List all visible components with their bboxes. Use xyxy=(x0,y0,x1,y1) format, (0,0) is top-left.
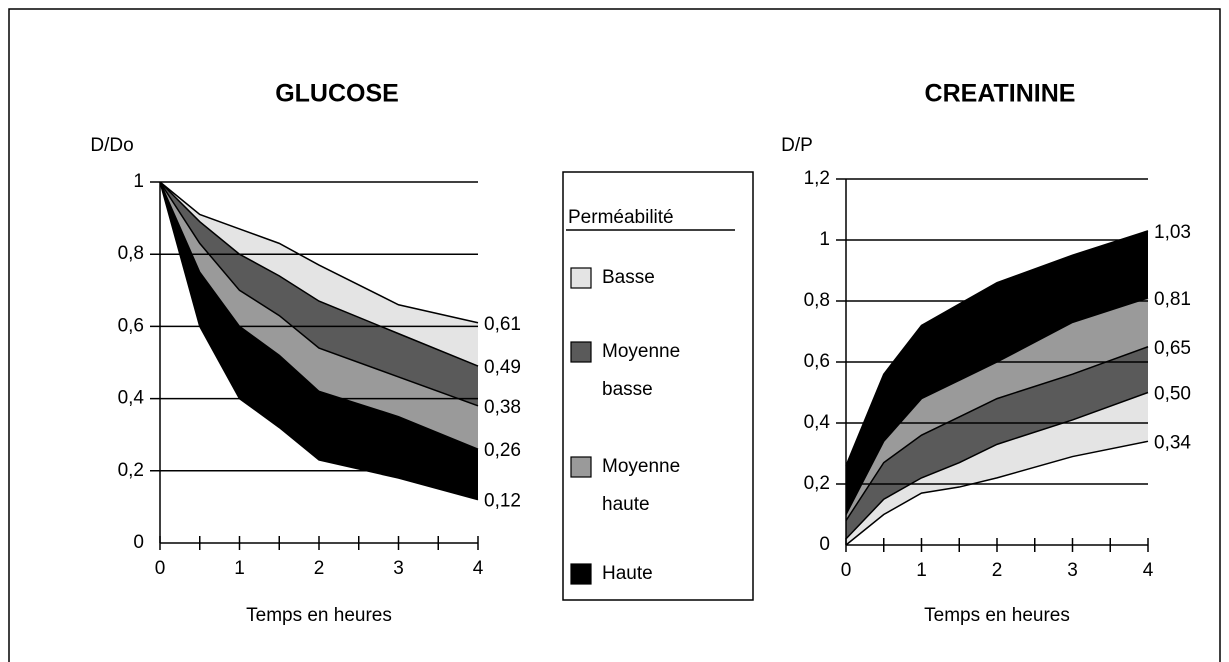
frame xyxy=(8,8,1221,662)
legend-label: Basse xyxy=(602,267,655,288)
band xyxy=(160,182,478,500)
end-value-label: 0,65 xyxy=(1154,338,1191,359)
curve xyxy=(845,230,1149,466)
legend-label: haute xyxy=(602,494,650,515)
curve xyxy=(159,181,479,324)
band xyxy=(846,392,1148,545)
x-tick-label: 3 xyxy=(1067,560,1078,581)
y-tick-label: 0,2 xyxy=(118,460,144,481)
y-tick-label: 0,6 xyxy=(804,351,830,372)
curve xyxy=(845,346,1149,522)
y-tick-label: 0 xyxy=(133,532,144,553)
curve xyxy=(845,440,1149,546)
chart-title: CREATININE xyxy=(925,80,1076,108)
band xyxy=(160,182,478,450)
x-tick-label: 0 xyxy=(841,560,852,581)
legend-title: Perméabilité xyxy=(568,207,674,228)
y-tick-label: 0,4 xyxy=(118,388,145,409)
x-tick-label: 3 xyxy=(393,558,404,579)
band xyxy=(160,182,478,367)
x-tick-label: 2 xyxy=(992,560,1003,581)
x-tick-label: 1 xyxy=(234,558,245,579)
legend-swatch xyxy=(570,341,592,363)
legend-swatch xyxy=(570,456,592,478)
legend-swatch xyxy=(570,563,592,585)
legend-swatch xyxy=(570,267,592,289)
legend-label: basse xyxy=(602,379,653,400)
legend-label: Haute xyxy=(602,563,653,584)
x-axis-label: Temps en heures xyxy=(246,605,392,626)
y-tick-label: 0,8 xyxy=(118,243,144,264)
x-tick-label: 0 xyxy=(155,558,166,579)
band xyxy=(160,182,478,406)
end-value-label: 0,26 xyxy=(484,440,521,461)
end-value-label: 0,49 xyxy=(484,357,521,378)
end-value-label: 0,34 xyxy=(1154,432,1191,453)
y-tick-label: 0,8 xyxy=(804,290,830,311)
curve xyxy=(159,181,479,501)
y-tick-label: 1 xyxy=(133,171,144,192)
chart-title: GLUCOSE xyxy=(275,80,399,108)
y-tick-label: 0,6 xyxy=(118,315,144,336)
x-tick-label: 4 xyxy=(1143,560,1154,581)
x-axis-label: Temps en heures xyxy=(924,605,1070,626)
curve xyxy=(845,297,1149,515)
y-tick-label: 1 xyxy=(819,229,830,250)
y-tick-label: 0 xyxy=(819,534,830,555)
end-value-label: 0,50 xyxy=(1154,384,1191,405)
curve xyxy=(159,181,479,407)
x-tick-label: 2 xyxy=(314,558,325,579)
end-value-label: 0,38 xyxy=(484,397,521,418)
y-axis-label: D/P xyxy=(781,135,813,156)
y-axis-label: D/Do xyxy=(90,135,133,156)
y-tick-label: 1,2 xyxy=(804,168,830,189)
band xyxy=(846,297,1148,521)
curve xyxy=(159,181,479,367)
legend-label: Moyenne xyxy=(602,456,680,477)
curve xyxy=(159,181,479,450)
end-value-label: 0,81 xyxy=(1154,289,1191,310)
band xyxy=(846,230,1148,515)
legend-box xyxy=(562,171,754,601)
end-value-label: 1,03 xyxy=(1154,222,1191,243)
x-tick-label: 1 xyxy=(916,560,927,581)
y-tick-label: 0,4 xyxy=(804,412,831,433)
legend-label: Moyenne xyxy=(602,341,680,362)
band xyxy=(846,346,1148,539)
end-value-label: 0,61 xyxy=(484,314,521,335)
y-tick-label: 0,2 xyxy=(804,473,830,494)
end-value-label: 0,12 xyxy=(484,491,521,512)
x-tick-label: 4 xyxy=(473,558,484,579)
curve xyxy=(845,391,1149,540)
